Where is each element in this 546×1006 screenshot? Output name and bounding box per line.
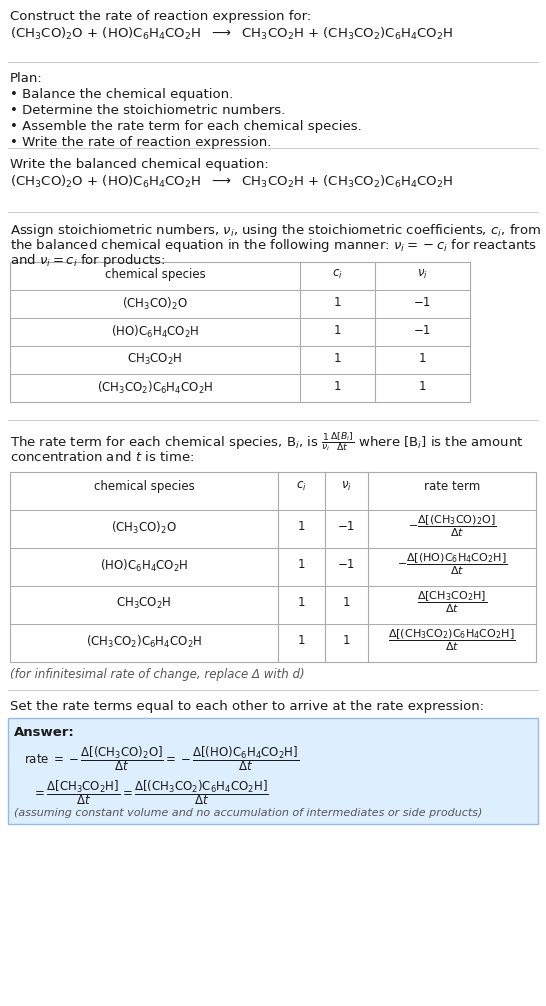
Text: (CH$_3$CO)$_2$O: (CH$_3$CO)$_2$O bbox=[122, 296, 188, 312]
Text: 1: 1 bbox=[418, 380, 426, 393]
Text: 1: 1 bbox=[297, 520, 305, 533]
Text: the balanced chemical equation in the following manner: $\nu_i = -c_i$ for react: the balanced chemical equation in the fo… bbox=[10, 237, 537, 254]
Text: (CH$_3$CO)$_2$O + (HO)C$_6$H$_4$CO$_2$H  $\longrightarrow$  CH$_3$CO$_2$H + (CH$: (CH$_3$CO)$_2$O + (HO)C$_6$H$_4$CO$_2$H … bbox=[10, 26, 453, 42]
Text: $\dfrac{\Delta[\mathrm{CH_3CO_2H}]}{\Delta t}$: $\dfrac{\Delta[\mathrm{CH_3CO_2H}]}{\Del… bbox=[417, 590, 487, 616]
Text: chemical species: chemical species bbox=[93, 480, 194, 493]
Text: and $\nu_i = c_i$ for products:: and $\nu_i = c_i$ for products: bbox=[10, 252, 165, 269]
Text: (CH$_3$CO$_2$)C$_6$H$_4$CO$_2$H: (CH$_3$CO$_2$)C$_6$H$_4$CO$_2$H bbox=[86, 634, 202, 650]
Text: 1: 1 bbox=[333, 296, 341, 309]
Text: $\nu_i$: $\nu_i$ bbox=[341, 480, 352, 493]
Text: −1: −1 bbox=[337, 520, 355, 533]
Text: $\dfrac{\Delta[(\mathrm{CH_3CO_2})\mathrm{C_6H_4CO_2H}]}{\Delta t}$: $\dfrac{\Delta[(\mathrm{CH_3CO_2})\mathr… bbox=[388, 628, 516, 654]
Text: • Write the rate of reaction expression.: • Write the rate of reaction expression. bbox=[10, 136, 271, 149]
Text: 1: 1 bbox=[333, 352, 341, 365]
Text: $= \dfrac{\Delta[\mathrm{CH_3CO_2H}]}{\Delta t} = \dfrac{\Delta[(\mathrm{CH_3CO_: $= \dfrac{\Delta[\mathrm{CH_3CO_2H}]}{\D… bbox=[32, 778, 269, 807]
Text: Answer:: Answer: bbox=[14, 726, 75, 739]
Bar bbox=[8, 718, 538, 824]
Text: • Determine the stoichiometric numbers.: • Determine the stoichiometric numbers. bbox=[10, 104, 285, 117]
Text: $c_i$: $c_i$ bbox=[331, 268, 342, 281]
Text: (HO)C$_6$H$_4$CO$_2$H: (HO)C$_6$H$_4$CO$_2$H bbox=[111, 324, 199, 340]
Text: rate $= -\dfrac{\Delta[(\mathrm{CH_3CO})_2\mathrm{O}]}{\Delta t} = -\dfrac{\Delt: rate $= -\dfrac{\Delta[(\mathrm{CH_3CO})… bbox=[24, 744, 299, 773]
Bar bbox=[10, 262, 470, 402]
Text: chemical species: chemical species bbox=[105, 268, 205, 281]
Text: • Balance the chemical equation.: • Balance the chemical equation. bbox=[10, 88, 233, 101]
Text: −1: −1 bbox=[413, 324, 431, 337]
Text: (assuming constant volume and no accumulation of intermediates or side products): (assuming constant volume and no accumul… bbox=[14, 808, 482, 818]
Text: (CH$_3$CO)$_2$O: (CH$_3$CO)$_2$O bbox=[111, 520, 177, 536]
Text: 1: 1 bbox=[333, 324, 341, 337]
Text: $c_i$: $c_i$ bbox=[295, 480, 306, 493]
Text: The rate term for each chemical species, B$_i$, is $\frac{1}{\nu_i}\frac{\Delta[: The rate term for each chemical species,… bbox=[10, 430, 524, 453]
Text: CH$_3$CO$_2$H: CH$_3$CO$_2$H bbox=[127, 352, 183, 367]
Text: CH$_3$CO$_2$H: CH$_3$CO$_2$H bbox=[116, 596, 172, 611]
Text: (CH$_3$CO)$_2$O + (HO)C$_6$H$_4$CO$_2$H  $\longrightarrow$  CH$_3$CO$_2$H + (CH$: (CH$_3$CO)$_2$O + (HO)C$_6$H$_4$CO$_2$H … bbox=[10, 174, 453, 190]
Text: 1: 1 bbox=[333, 380, 341, 393]
Text: Plan:: Plan: bbox=[10, 72, 43, 85]
Text: 1: 1 bbox=[418, 352, 426, 365]
Text: 1: 1 bbox=[297, 558, 305, 571]
Text: Write the balanced chemical equation:: Write the balanced chemical equation: bbox=[10, 158, 269, 171]
Bar bbox=[10, 472, 536, 662]
Text: Construct the rate of reaction expression for:: Construct the rate of reaction expressio… bbox=[10, 10, 311, 23]
Text: rate term: rate term bbox=[424, 480, 480, 493]
Text: $\nu_i$: $\nu_i$ bbox=[417, 268, 428, 281]
Text: $-\dfrac{\Delta[(\mathrm{CH_3CO})_2\mathrm{O}]}{\Delta t}$: $-\dfrac{\Delta[(\mathrm{CH_3CO})_2\math… bbox=[408, 514, 496, 539]
Text: (CH$_3$CO$_2$)C$_6$H$_4$CO$_2$H: (CH$_3$CO$_2$)C$_6$H$_4$CO$_2$H bbox=[97, 380, 213, 396]
Text: −1: −1 bbox=[337, 558, 355, 571]
Text: $-\dfrac{\Delta[(\mathrm{HO})\mathrm{C_6H_4CO_2H}]}{\Delta t}$: $-\dfrac{\Delta[(\mathrm{HO})\mathrm{C_6… bbox=[397, 552, 507, 577]
Text: (HO)C$_6$H$_4$CO$_2$H: (HO)C$_6$H$_4$CO$_2$H bbox=[100, 558, 188, 574]
Text: • Assemble the rate term for each chemical species.: • Assemble the rate term for each chemic… bbox=[10, 120, 362, 133]
Text: (for infinitesimal rate of change, replace Δ with d): (for infinitesimal rate of change, repla… bbox=[10, 668, 305, 681]
Text: Set the rate terms equal to each other to arrive at the rate expression:: Set the rate terms equal to each other t… bbox=[10, 700, 484, 713]
Text: Assign stoichiometric numbers, $\nu_i$, using the stoichiometric coefficients, $: Assign stoichiometric numbers, $\nu_i$, … bbox=[10, 222, 541, 239]
Text: concentration and $t$ is time:: concentration and $t$ is time: bbox=[10, 450, 194, 464]
Text: 1: 1 bbox=[342, 596, 350, 609]
Text: −1: −1 bbox=[413, 296, 431, 309]
Text: 1: 1 bbox=[297, 634, 305, 647]
Text: 1: 1 bbox=[297, 596, 305, 609]
Text: 1: 1 bbox=[342, 634, 350, 647]
